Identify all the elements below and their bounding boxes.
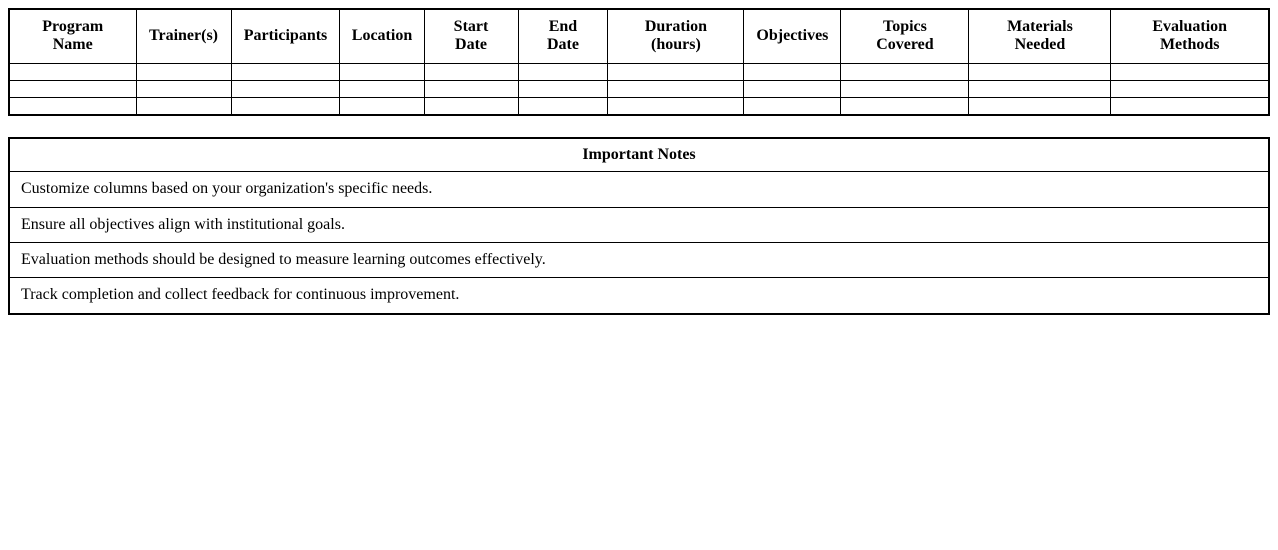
empty-cell: [230, 79, 341, 98]
empty-cell: [230, 62, 341, 81]
training-programs-table: Program Name Trainer(s) Participants Loc…: [8, 8, 1270, 116]
empty-cell: [135, 96, 232, 116]
empty-cell: [607, 79, 745, 98]
column-header-topics-covered: Topics Covered: [840, 8, 970, 64]
programs-header-row: Program Name Trainer(s) Participants Loc…: [8, 8, 1270, 64]
empty-cell: [423, 79, 519, 98]
empty-cell: [840, 79, 970, 98]
empty-cell: [423, 96, 519, 116]
note-row: Ensure all objectives align with institu…: [8, 206, 1270, 243]
empty-cell: [968, 62, 1112, 81]
empty-cell: [1110, 79, 1270, 98]
empty-cell: [517, 96, 609, 116]
empty-cell: [743, 62, 842, 81]
empty-cell: [840, 96, 970, 116]
note-item: Track completion and collect feedback fo…: [8, 277, 1270, 315]
empty-cell: [517, 79, 609, 98]
notes-header-row: Important Notes: [8, 137, 1270, 173]
empty-cell: [1110, 62, 1270, 81]
empty-cell: [607, 96, 745, 116]
empty-cell: [135, 62, 232, 81]
empty-cell: [135, 79, 232, 98]
empty-cell: [607, 62, 745, 81]
empty-cell: [968, 96, 1112, 116]
empty-cell: [230, 96, 341, 116]
column-header-trainers: Trainer(s): [135, 8, 232, 64]
empty-cell: [840, 62, 970, 81]
empty-cell: [743, 96, 842, 116]
empty-cell: [968, 79, 1112, 98]
important-notes-table: Important Notes Customize columns based …: [8, 136, 1270, 315]
empty-cell: [8, 62, 137, 81]
empty-cell: [743, 79, 842, 98]
note-row: Customize columns based on your organiza…: [8, 171, 1270, 208]
column-header-duration-hours: Duration (hours): [607, 8, 745, 64]
note-row: Evaluation methods should be designed to…: [8, 241, 1270, 279]
empty-cell: [339, 79, 425, 98]
empty-cell: [8, 79, 137, 98]
column-header-end-date: End Date: [517, 8, 609, 64]
note-row: Track completion and collect feedback fo…: [8, 277, 1270, 315]
notes-title: Important Notes: [8, 137, 1270, 173]
column-header-location: Location: [339, 8, 425, 64]
empty-cell: [1110, 96, 1270, 116]
note-item: Customize columns based on your organiza…: [8, 171, 1270, 208]
column-header-start-date: Start Date: [423, 8, 519, 64]
empty-program-row: [8, 96, 1270, 116]
column-header-materials-needed: Materials Needed: [968, 8, 1112, 64]
column-header-participants: Participants: [230, 8, 341, 64]
note-item: Evaluation methods should be designed to…: [8, 241, 1270, 279]
empty-cell: [339, 96, 425, 116]
empty-cell: [8, 96, 137, 116]
empty-cell: [339, 62, 425, 81]
column-header-program-name: Program Name: [8, 8, 137, 64]
empty-cell: [517, 62, 609, 81]
column-header-evaluation-methods: Evaluation Methods: [1110, 8, 1270, 64]
empty-program-row: [8, 79, 1270, 98]
note-item: Ensure all objectives align with institu…: [8, 206, 1270, 243]
column-header-objectives: Objectives: [743, 8, 842, 64]
empty-program-row: [8, 62, 1270, 81]
empty-cell: [423, 62, 519, 81]
